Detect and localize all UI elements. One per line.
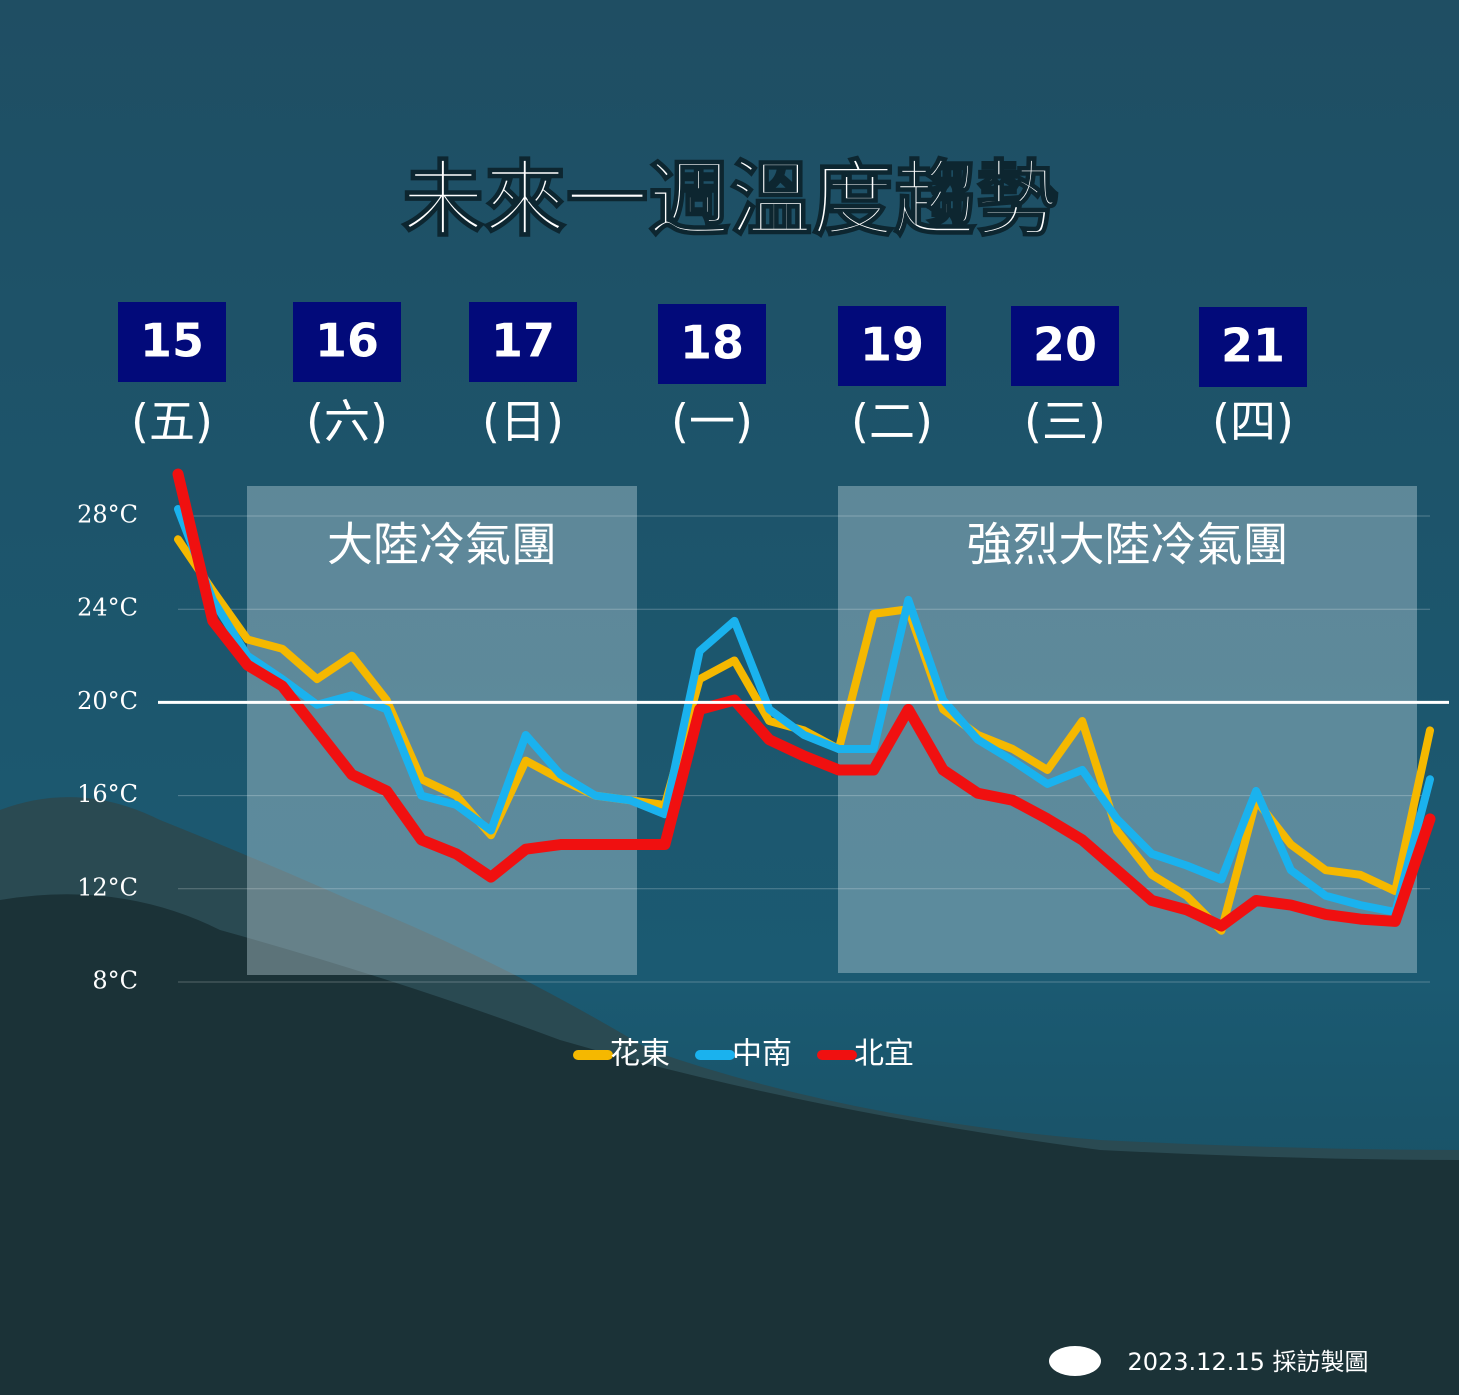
y-tick-label: 16°C <box>77 780 138 808</box>
day-box <box>658 304 766 384</box>
legend-label: 中南 <box>732 1037 792 1072</box>
series-line <box>172 468 1436 932</box>
day-date: 20 <box>1033 318 1097 372</box>
day-date: 19 <box>860 318 924 372</box>
day-date: 21 <box>1221 319 1285 373</box>
day-box <box>293 302 401 382</box>
day-weekday: (五) <box>131 395 213 449</box>
day-weekday: (四) <box>1212 395 1294 449</box>
day-weekday: (日) <box>482 395 564 449</box>
y-tick-label: 12°C <box>77 873 138 901</box>
y-tick-label: 20°C <box>77 687 138 715</box>
day-box <box>469 302 577 382</box>
day-date: 18 <box>680 316 744 370</box>
legend-label: 北宜 <box>854 1037 914 1072</box>
annotation: 強烈大陸冷氣團 <box>967 518 1289 572</box>
day-date: 16 <box>315 314 379 368</box>
y-tick-label: 24°C <box>77 594 138 622</box>
annotation: 大陸冷氣團 <box>327 518 557 572</box>
day-box <box>838 306 946 386</box>
day-weekday: (六) <box>306 395 388 449</box>
day-box <box>1011 306 1119 386</box>
y-tick-label: 8°C <box>92 967 138 995</box>
day-weekday: (二) <box>851 395 933 449</box>
day-weekday: (一) <box>671 395 753 449</box>
day-box <box>118 302 226 382</box>
day-date: 15 <box>140 314 204 368</box>
hill <box>0 894 1459 1395</box>
day-box <box>1199 307 1307 387</box>
series-line <box>174 505 1434 917</box>
day-date: 17 <box>491 314 555 368</box>
footer: 2023.12.15 採訪製圖 <box>1127 1348 1368 1376</box>
legend-label: 花東 <box>610 1037 670 1072</box>
day-weekday: (三) <box>1024 395 1106 449</box>
logo <box>1049 1346 1101 1376</box>
y-tick-label: 28°C <box>77 501 138 529</box>
chart-title: 未來一週溫度趨勢 <box>402 152 1058 247</box>
